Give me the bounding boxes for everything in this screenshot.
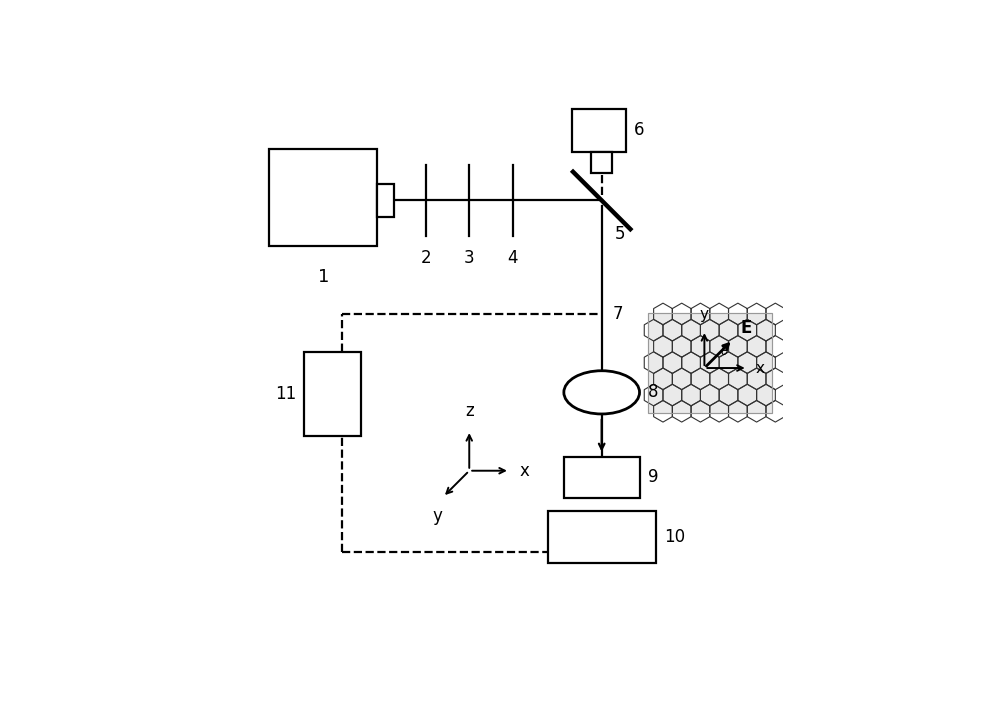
- Text: y: y: [700, 307, 709, 322]
- Bar: [648, 312, 772, 413]
- Bar: [648, 312, 772, 413]
- Text: 1: 1: [318, 268, 329, 286]
- Text: 2: 2: [421, 249, 431, 267]
- Text: $\theta$: $\theta$: [720, 344, 729, 358]
- Text: 5: 5: [615, 225, 626, 243]
- Text: 7: 7: [612, 305, 623, 323]
- Text: x: x: [520, 462, 529, 479]
- Text: 4: 4: [507, 249, 518, 267]
- Text: 8: 8: [648, 383, 658, 402]
- Text: 9: 9: [648, 468, 658, 486]
- Text: 3: 3: [464, 249, 475, 267]
- Bar: [548, 511, 656, 562]
- Text: E: E: [741, 319, 752, 337]
- Text: 11: 11: [275, 385, 296, 403]
- Bar: [377, 184, 394, 217]
- Text: 6: 6: [634, 121, 645, 139]
- Bar: [564, 457, 640, 498]
- Bar: [304, 352, 361, 435]
- Bar: [591, 152, 612, 173]
- Text: y: y: [433, 507, 442, 525]
- Bar: [572, 109, 626, 152]
- Text: 10: 10: [664, 528, 685, 546]
- Bar: [269, 149, 377, 246]
- Ellipse shape: [564, 371, 640, 414]
- Text: z: z: [465, 402, 474, 420]
- Text: x: x: [756, 361, 765, 376]
